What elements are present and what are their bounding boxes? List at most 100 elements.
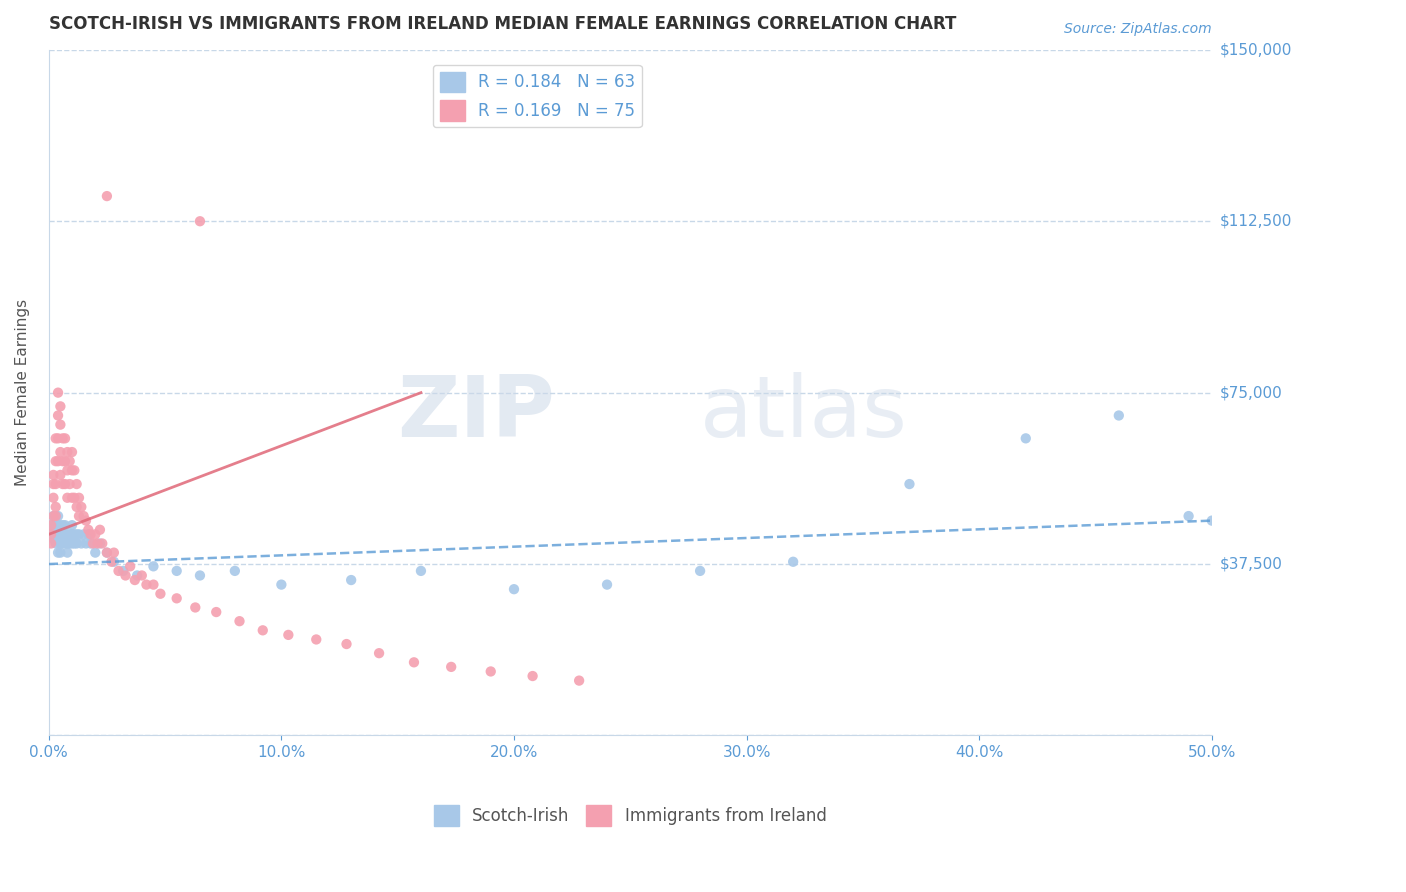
Point (67, 491, 90, 505)
Point (368, 646, 391, 660)
Point (103, 546, 125, 560)
Point (205, 605, 228, 619)
Point (52, 536, 75, 550)
Point (56, 527, 79, 541)
Text: $150,000: $150,000 (1220, 42, 1292, 57)
Point (46, 431, 69, 445)
Point (46, 409, 69, 423)
Point (77, 527, 100, 541)
Point (45, 431, 67, 445)
Point (46, 518, 69, 533)
Point (49, 417, 72, 432)
Point (45, 477, 67, 491)
Point (79, 527, 101, 541)
Point (60, 445, 83, 459)
Text: $112,500: $112,500 (1220, 214, 1292, 228)
Point (166, 564, 188, 578)
Text: Source: ZipAtlas.com: Source: ZipAtlas.com (1064, 22, 1212, 36)
Point (56, 491, 79, 505)
Point (79, 536, 101, 550)
Point (45, 527, 67, 541)
Point (52, 527, 75, 541)
Point (56, 463, 79, 477)
Point (66, 500, 89, 514)
Point (135, 577, 157, 591)
Point (42, 509, 65, 524)
Point (107, 564, 129, 578)
Point (42, 467, 65, 482)
Point (479, 665, 502, 679)
Point (75, 536, 97, 550)
Point (49, 527, 72, 541)
Point (75, 514, 97, 528)
Point (42, 477, 65, 491)
Point (96, 546, 118, 560)
Point (70, 536, 93, 550)
Point (66, 536, 89, 550)
Point (522, 669, 544, 683)
Point (91, 536, 114, 550)
Point (89, 536, 111, 550)
Point (112, 564, 135, 578)
Point (53, 431, 76, 445)
Point (131, 568, 153, 582)
Point (66, 527, 89, 541)
Point (45, 509, 67, 524)
Point (39, 536, 62, 550)
Point (45, 518, 67, 533)
Point (142, 577, 165, 591)
Point (60, 536, 83, 550)
Point (1177, 509, 1199, 524)
Point (277, 628, 299, 642)
Text: atlas: atlas (700, 372, 908, 455)
Point (503, 582, 526, 597)
Point (63, 536, 86, 550)
Point (689, 564, 711, 578)
Point (49, 518, 72, 533)
Point (86, 536, 108, 550)
Point (39, 518, 62, 533)
Text: $37,500: $37,500 (1220, 557, 1284, 572)
Point (46, 454, 69, 468)
Point (127, 568, 149, 582)
Legend: Scotch-Irish, Immigrants from Ireland: Scotch-Irish, Immigrants from Ireland (427, 798, 834, 832)
Point (188, 214, 211, 228)
Point (67, 527, 90, 541)
Point (59, 536, 82, 550)
Point (166, 591, 188, 606)
Point (402, 656, 425, 670)
Point (72, 527, 94, 541)
Point (409, 564, 432, 578)
Point (184, 600, 207, 615)
Point (60, 527, 83, 541)
Point (46, 527, 69, 541)
Point (56, 445, 79, 459)
Point (45, 454, 67, 468)
Point (53, 527, 76, 541)
Point (46, 385, 69, 400)
Point (335, 637, 357, 651)
Point (45, 500, 67, 514)
Point (63, 527, 86, 541)
Point (84, 527, 107, 541)
Point (49, 536, 72, 550)
Point (224, 564, 246, 578)
Point (89, 523, 111, 537)
Point (124, 573, 146, 587)
Point (53, 454, 76, 468)
Point (782, 555, 804, 569)
Point (52, 431, 75, 445)
Point (59, 477, 82, 491)
Point (1108, 409, 1130, 423)
Point (96, 546, 118, 560)
Point (596, 577, 619, 591)
Point (63, 463, 86, 477)
Point (1201, 514, 1223, 528)
Point (60, 518, 83, 533)
Point (60, 463, 83, 477)
Point (82, 536, 104, 550)
Point (52, 518, 75, 533)
Point (46, 546, 69, 560)
Point (898, 477, 921, 491)
Point (52, 454, 75, 468)
